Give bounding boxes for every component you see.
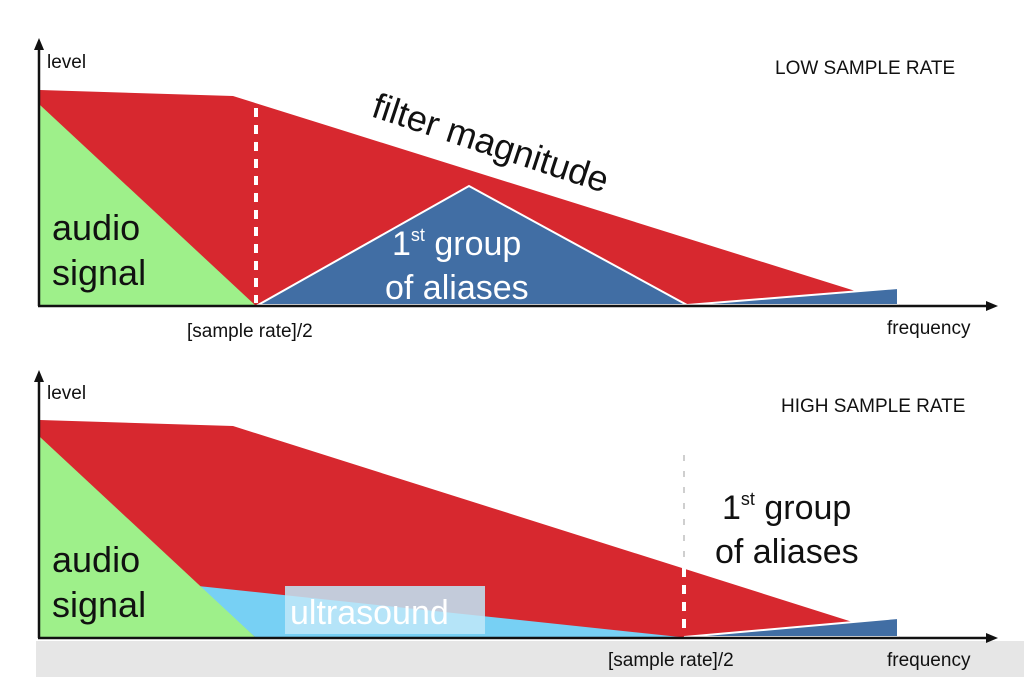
bottom-x-axis-label: frequency bbox=[887, 650, 971, 671]
top-y-axis-arrow-icon bbox=[34, 38, 44, 50]
bottom-aliases-ordinal-suffix: st bbox=[741, 489, 755, 509]
bottom-filter-magnitude-shape bbox=[40, 420, 900, 637]
bottom-footer-band bbox=[36, 641, 1024, 677]
top-x-axis-arrow-icon bbox=[986, 301, 998, 311]
top-audio-label-line2: signal bbox=[52, 252, 146, 293]
bottom-ultrasound-label: ultrasound bbox=[290, 594, 449, 632]
top-aliases-label-line1: 1st group bbox=[392, 225, 521, 263]
top-audio-signal-shape bbox=[40, 105, 255, 305]
top-y-axis-label: level bbox=[47, 52, 86, 73]
top-aliases-ordinal-suffix: st bbox=[411, 225, 425, 245]
bottom-ultrasound-label-bg bbox=[285, 586, 485, 634]
bottom-audio-label-line2: signal bbox=[52, 584, 146, 625]
bottom-audio-signal-shape bbox=[40, 437, 255, 637]
bottom-panel-title: HIGH SAMPLE RATE bbox=[781, 396, 965, 417]
bottom-aliases-group-word: group bbox=[755, 489, 851, 527]
top-panel: level LOW SAMPLE RATE [sample rate]/2 fr… bbox=[34, 38, 998, 342]
bottom-aliases-label-line2: of aliases bbox=[715, 533, 859, 571]
bottom-panel: level HIGH SAMPLE RATE [sample rate]/2 f… bbox=[34, 370, 1024, 677]
top-aliases-ordinal: 1 bbox=[392, 225, 411, 263]
bottom-x-axis-arrow-icon bbox=[986, 633, 998, 643]
bottom-aliases-label-line1: 1st group bbox=[722, 489, 851, 527]
bottom-aliases-ordinal: 1 bbox=[722, 489, 741, 527]
top-panel-title: LOW SAMPLE RATE bbox=[775, 58, 955, 79]
top-audio-label-line1: audio bbox=[52, 207, 140, 248]
top-aliases-group-word: group bbox=[425, 225, 521, 263]
top-x-axis-label: frequency bbox=[887, 318, 971, 339]
bottom-audio-label-line1: audio bbox=[52, 539, 140, 580]
bottom-y-axis-label: level bbox=[47, 383, 86, 404]
top-aliases-label-line2: of aliases bbox=[385, 269, 529, 307]
bottom-nyquist-label: [sample rate]/2 bbox=[608, 650, 734, 671]
bottom-y-axis-arrow-icon bbox=[34, 370, 44, 382]
top-nyquist-label: [sample rate]/2 bbox=[187, 321, 313, 342]
